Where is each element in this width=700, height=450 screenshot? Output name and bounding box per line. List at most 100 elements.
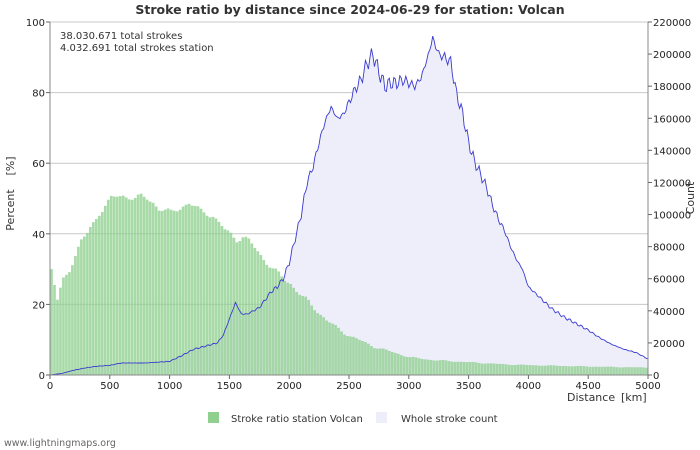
ratio-bar [507, 364, 511, 375]
ratio-bar [127, 199, 131, 375]
footer-site[interactable]: www.lightningmaps.org [4, 438, 116, 449]
ratio-bar [325, 320, 328, 375]
legend-swatch-ratio [208, 412, 219, 423]
ratio-bar [172, 210, 176, 375]
ratio-bar [289, 283, 293, 375]
ratio-bar [444, 360, 448, 375]
ratio-bar [462, 362, 466, 375]
ratio-bar [133, 197, 137, 375]
y-left-tick-label: 40 [32, 230, 45, 241]
ratio-bar [286, 282, 290, 375]
ratio-bar [187, 203, 191, 375]
ratio-bar [208, 217, 212, 375]
ratio-bar [636, 367, 639, 375]
ratio-bar [349, 336, 352, 375]
ratio-bar [376, 348, 379, 375]
ratio-bar [483, 363, 487, 375]
y-left-tick-label: 80 [32, 89, 45, 100]
y-right-tick-label: 200000 [653, 50, 691, 61]
ratio-bar [423, 359, 427, 375]
y-left-tick-label: 20 [32, 300, 45, 311]
ratio-bar [163, 209, 167, 375]
legend-label-count: Whole stroke count [401, 414, 498, 425]
x-tick-label: 0 [47, 381, 53, 392]
y-left-tick-label: 0 [39, 371, 45, 382]
ratio-bar [411, 356, 415, 375]
ratio-bar [313, 310, 316, 375]
ratio-bar [426, 359, 430, 375]
whole-stroke-count-area [50, 36, 648, 375]
ratio-bar [184, 204, 188, 375]
x-axis-unit: [km] [621, 391, 647, 404]
ratio-bar [618, 367, 621, 375]
y-right-tick-label: 0 [653, 371, 659, 382]
ratio-bar [480, 363, 484, 375]
ratio-bar [489, 363, 493, 375]
ratio-bar [486, 363, 490, 375]
ratio-bar [166, 208, 170, 375]
ratio-bar [510, 365, 514, 375]
legend-label-ratio: Stroke ratio station Volcan [231, 414, 363, 425]
ratio-bar [435, 360, 439, 375]
ratio-bar [199, 208, 203, 375]
ratio-bar [525, 364, 529, 375]
y-left-label: Percent [%] [4, 156, 17, 230]
ratio-bar [148, 201, 152, 375]
y-right-tick-label: 20000 [653, 339, 685, 350]
ratio-bar [118, 196, 122, 375]
ratio-bar [331, 323, 334, 375]
ratio-bar [468, 361, 472, 375]
ratio-bar [504, 364, 508, 375]
ratio-bar [89, 226, 92, 375]
ratio-bar [396, 353, 400, 375]
y-right-tick-label: 60000 [653, 275, 685, 286]
ratio-bar [92, 222, 95, 375]
ratio-bar [438, 360, 442, 375]
ratio-bar [555, 365, 559, 375]
ratio-bar [265, 264, 269, 375]
y-right-tick-label: 120000 [653, 178, 691, 189]
ratio-bar [388, 350, 391, 375]
ratio-bar [612, 366, 615, 375]
ratio-bar [298, 294, 302, 375]
ratio-bar [549, 365, 553, 375]
ratio-bar [310, 305, 313, 375]
ratio-bar [642, 367, 645, 375]
ratio-bar [307, 299, 310, 375]
y-left-tick-label: 100 [26, 18, 45, 29]
ratio-bar [136, 194, 140, 375]
ratio-bar [226, 230, 230, 375]
ratio-bar [471, 361, 475, 375]
ratio-bar [394, 352, 397, 375]
ratio-bar [456, 361, 460, 375]
ratio-bar [100, 212, 104, 375]
ratio-bar [304, 296, 307, 375]
ratio-bar [268, 267, 272, 375]
ratio-bar [142, 196, 146, 375]
ratio-bar [600, 366, 603, 375]
ratio-bar [346, 336, 349, 375]
ratio-bar [169, 209, 173, 375]
ratio-bar [77, 246, 80, 375]
ratio-bar [256, 251, 260, 375]
ratio-bar [420, 359, 424, 375]
ratio-bar [495, 363, 499, 375]
ratio-bar [531, 365, 535, 375]
ratio-bar [160, 211, 164, 375]
ratio-bar [86, 232, 89, 375]
ratio-bar [74, 255, 77, 375]
legend: Stroke ratio station Volcan Whole stroke… [208, 412, 498, 425]
ratio-bar [564, 366, 568, 375]
ratio-bar [537, 365, 541, 375]
ratio-bar [615, 367, 618, 375]
y-right-tick-label: 80000 [653, 243, 685, 254]
ratio-bar [83, 236, 86, 375]
ratio-bar [408, 357, 412, 375]
y-right-tick-label: 40000 [653, 307, 685, 318]
ratio-bar [53, 284, 56, 375]
ratio-bar [103, 205, 107, 375]
ratio-bar [534, 365, 538, 375]
ratio-bar [202, 212, 206, 375]
ratio-bar [364, 341, 367, 375]
ratio-bar [585, 366, 589, 375]
